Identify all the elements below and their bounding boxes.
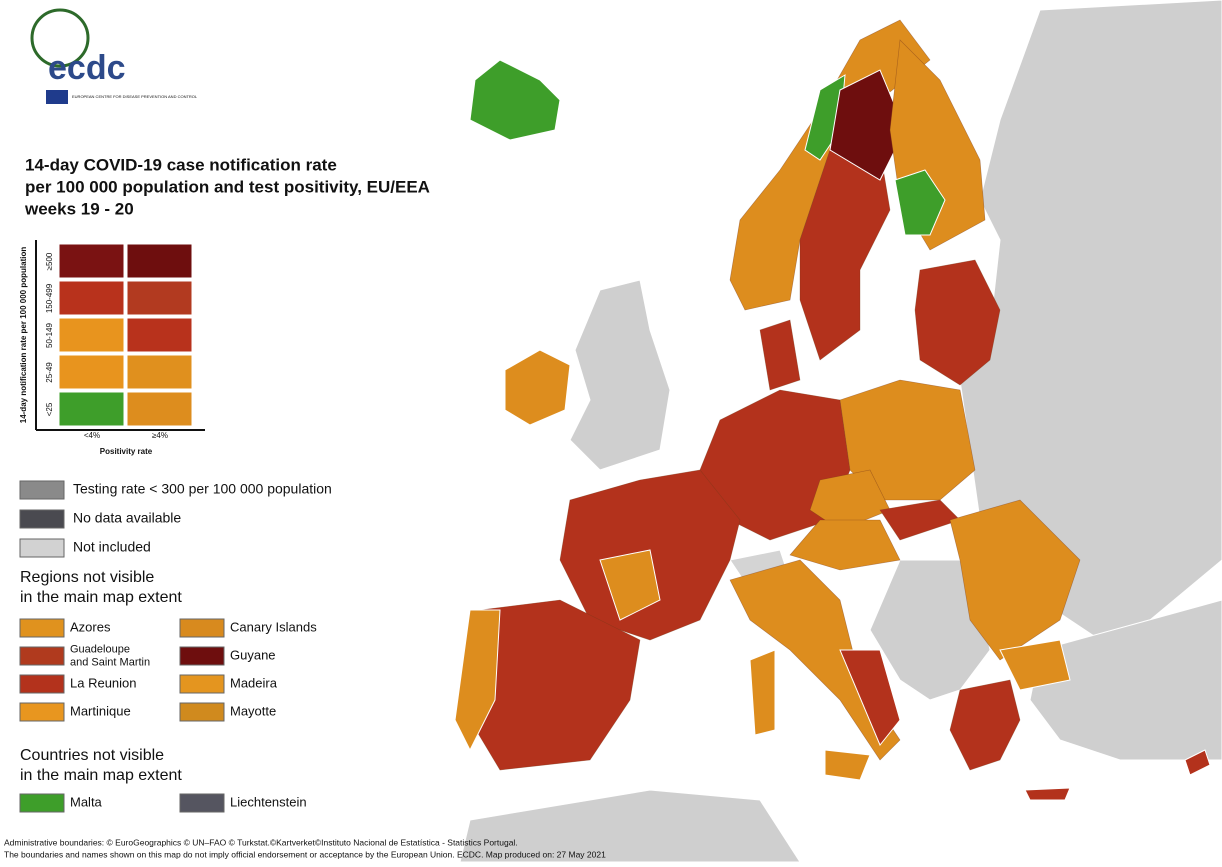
map <box>454 0 1222 863</box>
matrix-cell <box>126 280 193 316</box>
section-heading: Regions not visible <box>20 569 154 586</box>
item-label: Guyane <box>230 647 276 662</box>
title-line: weeks 19 - 20 <box>24 199 134 218</box>
eu-flag <box>46 90 68 104</box>
item-label: Liechtenstein <box>230 794 307 809</box>
swatch <box>179 646 225 666</box>
france-region <box>599 549 661 621</box>
ireland <box>504 349 571 426</box>
section-heading: in the main map extent <box>20 767 182 784</box>
logo-name: ecdc <box>48 49 126 87</box>
denmark <box>759 319 801 391</box>
matrix-cell <box>126 354 193 390</box>
swatch <box>19 509 65 529</box>
matrix-cell <box>58 354 125 390</box>
legend-label: Not included <box>73 539 151 555</box>
title-line: per 100 000 population and test positivi… <box>25 177 430 196</box>
column-label: <4% <box>84 431 100 440</box>
item-label: and Saint Martin <box>70 656 150 668</box>
sweden-north <box>829 69 906 181</box>
item-label: Madeira <box>230 675 278 690</box>
swatch <box>19 793 65 813</box>
cyprus <box>1184 749 1211 776</box>
row-label: <25 <box>45 402 54 416</box>
finland-region <box>894 169 946 236</box>
matrix-cell <box>126 317 193 353</box>
swatch <box>19 646 65 666</box>
legend-label: No data available <box>73 510 181 526</box>
matrix-cell <box>58 243 125 279</box>
item-label: Malta <box>70 794 103 809</box>
item-label: Guadeloupe <box>70 643 130 655</box>
item-label: Martinique <box>70 703 131 718</box>
crete <box>1024 787 1071 801</box>
slovakia <box>879 499 961 541</box>
greece <box>949 679 1021 771</box>
sicily <box>824 749 871 781</box>
iceland <box>469 59 561 141</box>
bulgaria <box>999 639 1071 691</box>
footer-line: Administrative boundaries: © EuroGeograp… <box>4 837 518 847</box>
swatch <box>179 674 225 694</box>
legend-label: Testing rate < 300 per 100 000 populatio… <box>73 481 332 497</box>
matrix-cell <box>58 391 125 427</box>
row-label: 50-149 <box>45 323 54 348</box>
section-heading: in the main map extent <box>20 589 182 606</box>
baltics <box>914 259 1001 386</box>
matrix-cell <box>58 280 125 316</box>
row-label: 150-499 <box>45 283 54 313</box>
swatch <box>179 702 225 722</box>
swatch <box>19 674 65 694</box>
matrix-cell <box>126 243 193 279</box>
logo-globe <box>30 8 90 68</box>
italy <box>729 559 901 761</box>
italy-south <box>839 649 901 746</box>
austria-hungary <box>789 519 901 571</box>
swatch <box>19 702 65 722</box>
matrix-y-label: 14-day notification rate per 100 000 pop… <box>19 247 28 424</box>
north-africa <box>459 789 801 863</box>
romania <box>949 499 1081 661</box>
matrix-cell <box>126 391 193 427</box>
united-kingdom <box>569 279 671 471</box>
item-label: Mayotte <box>230 703 276 718</box>
legend-panel: ecdc EUROPEAN CENTRE FOR DISEASE PREVENT… <box>4 8 606 859</box>
turkey <box>1029 599 1222 761</box>
logo-subtitle: EUROPEAN CENTRE FOR DISEASE PREVENTION A… <box>72 94 198 99</box>
item-label: Canary Islands <box>230 619 317 634</box>
row-label: 25-49 <box>45 362 54 383</box>
item-label: La Reunion <box>70 675 137 690</box>
portugal <box>454 609 501 752</box>
matrix-x-label: Positivity rate <box>100 447 153 456</box>
row-label: ≥500 <box>45 252 54 270</box>
title-line: 14-day COVID-19 case notification rate <box>25 155 337 174</box>
sardinia <box>749 649 776 736</box>
footer-line: The boundaries and names shown on this m… <box>4 849 606 859</box>
column-label: ≥4% <box>152 431 168 440</box>
matrix-cell <box>58 317 125 353</box>
swatch <box>19 538 65 558</box>
swatch <box>19 480 65 500</box>
item-label: Azores <box>70 619 111 634</box>
swatch <box>179 793 225 813</box>
swatch <box>19 618 65 638</box>
section-heading: Countries not visible <box>20 747 164 764</box>
swatch <box>179 618 225 638</box>
